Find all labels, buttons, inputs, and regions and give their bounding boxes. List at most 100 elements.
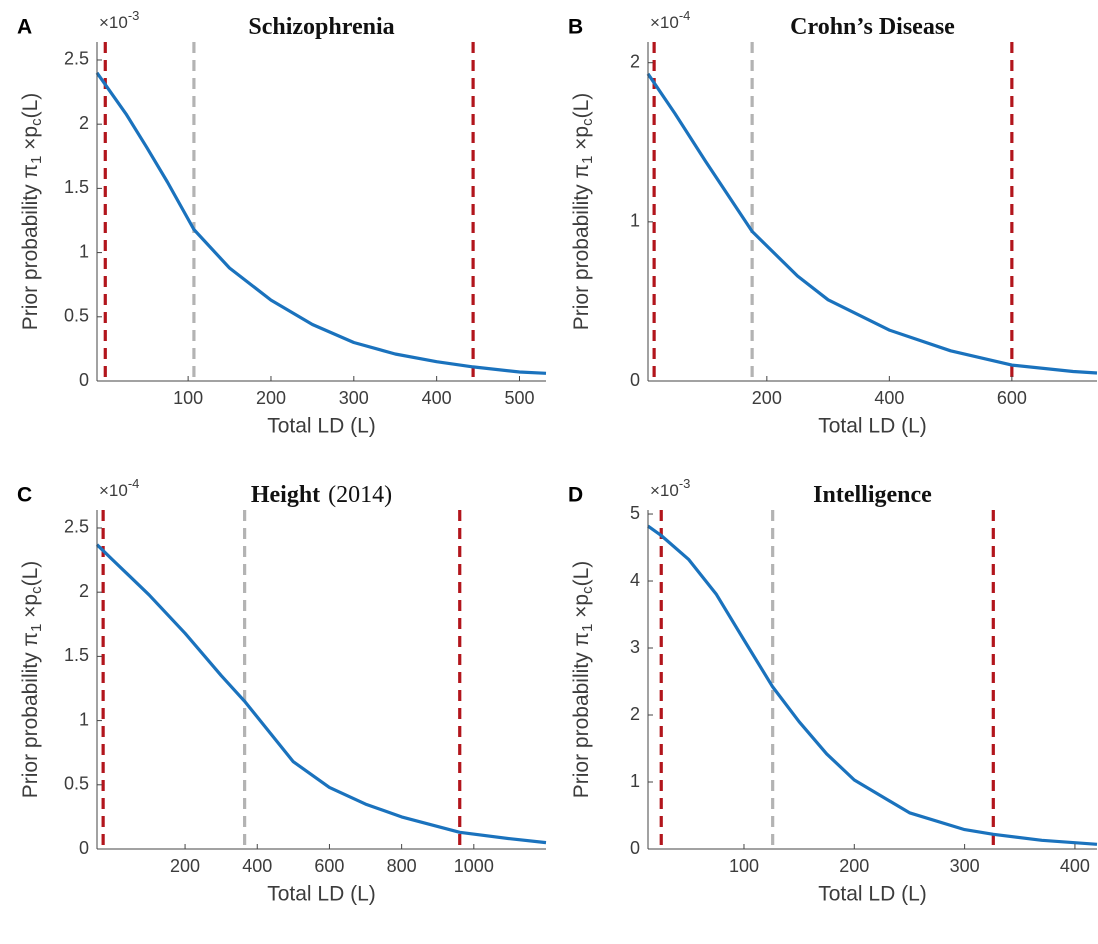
y-label-part: Prior probability π	[570, 632, 593, 798]
y-tick-label: 3	[630, 637, 640, 657]
y-label-subscript: c	[28, 586, 45, 594]
y-axis-label: Prior probability π1 ×pc(L)	[19, 93, 45, 331]
y-tick-label: 0	[630, 370, 640, 390]
y-tick-label: 1	[630, 211, 640, 231]
y-label-subscript: c	[579, 586, 596, 594]
y-tick-label: 0	[79, 370, 89, 390]
x-tick-label: 200	[170, 856, 200, 876]
y-label-subscript: 1	[579, 156, 596, 164]
panel-label: A	[17, 16, 32, 39]
y-tick-label: 0	[79, 838, 89, 858]
x-tick-label: 300	[339, 388, 369, 408]
x-tick-label: 1000	[454, 856, 494, 876]
title-main: Schizophrenia	[248, 14, 394, 40]
multiplier-base: ×10	[650, 481, 679, 500]
chart-title: Schizophrenia	[248, 14, 394, 40]
curve	[95, 543, 547, 845]
multiplier-base: ×10	[650, 13, 679, 32]
axis-multiplier: ×10-3	[99, 8, 139, 32]
curve	[647, 524, 1098, 846]
subtitle: (2014)	[328, 482, 392, 508]
y-tick-label: 5	[630, 503, 640, 523]
multiplier-exponent: -4	[679, 8, 691, 23]
y-tick-label: 2	[79, 113, 89, 133]
title-main: Crohn’s Disease	[790, 14, 955, 40]
title-main: Height	[251, 482, 320, 508]
y-axis-label: Prior probability π1 ×pc(L)	[570, 93, 596, 331]
y-label-part: Prior probability π	[19, 164, 42, 330]
y-label-subscript: c	[579, 118, 596, 126]
y-label-part: ×p	[570, 594, 593, 624]
x-axis-label: Total LD (L)	[267, 415, 376, 438]
panel-label: C	[17, 484, 32, 507]
y-label-part: ×p	[570, 126, 593, 156]
y-axis-label: Prior probability π1 ×pc(L)	[570, 561, 596, 799]
multiplier-exponent: -4	[128, 476, 140, 491]
x-tick-label: 400	[242, 856, 272, 876]
y-tick-label: 1	[79, 709, 89, 729]
x-tick-label: 800	[387, 856, 417, 876]
multiplier-base: ×10	[99, 13, 128, 32]
multiplier-exponent: -3	[679, 476, 691, 491]
y-label-part: (L)	[570, 93, 593, 119]
y-tick-label: 0.5	[64, 774, 89, 794]
x-tick-label: 500	[504, 388, 534, 408]
x-tick-label: 400	[422, 388, 452, 408]
chart-title: Intelligence	[813, 482, 932, 508]
y-label-part: ×p	[19, 126, 42, 156]
x-tick-label: 200	[256, 388, 286, 408]
y-tick-label: 4	[630, 570, 640, 590]
x-tick-label: 600	[314, 856, 344, 876]
y-tick-label: 2.5	[64, 517, 89, 537]
y-tick-label: 2	[630, 704, 640, 724]
y-axis-label: Prior probability π1 ×pc(L)	[19, 561, 45, 799]
x-tick-label: 400	[874, 388, 904, 408]
axis-multiplier: ×10-3	[650, 476, 690, 500]
x-tick-label: 400	[1060, 856, 1090, 876]
axis-multiplier: ×10-4	[650, 8, 690, 32]
chart-title: Height (2014)	[251, 482, 392, 508]
panel-label: B	[568, 16, 583, 39]
y-label-part: (L)	[19, 93, 42, 119]
y-tick-label: 2	[630, 51, 640, 71]
y-label-part: Prior probability π	[570, 164, 593, 330]
axis-multiplier: ×10-4	[99, 476, 139, 500]
y-label-subscript: 1	[579, 624, 596, 632]
x-tick-label: 200	[752, 388, 782, 408]
curve	[95, 71, 547, 375]
panel: 0 0.5 1 1.5 2 2.5 100 200 300 400 500 A ×10-3 Schizop…	[17, 8, 547, 438]
y-label-part: (L)	[19, 561, 42, 587]
chart-title: Crohn’s Disease	[790, 14, 955, 40]
multiplier-exponent: -3	[128, 8, 140, 23]
y-label-part: ×p	[19, 594, 42, 624]
y-tick-label: 2.5	[64, 49, 89, 69]
y-tick-label: 0.5	[64, 306, 89, 326]
panel: 0 1 2 3 4 5 100 200 300 400 D ×10-3 Intelligence Tota…	[568, 476, 1098, 906]
y-label-subscript: 1	[28, 156, 45, 164]
y-tick-label: 1	[630, 771, 640, 791]
curve	[646, 72, 1098, 375]
panel: 0 1 2 200 400 600 B ×10-4 Crohn’s Disease Total L…	[568, 8, 1098, 438]
x-axis-label: Total LD (L)	[818, 883, 927, 906]
y-tick-label: 1.5	[64, 645, 89, 665]
x-axis-label: Total LD (L)	[818, 415, 927, 438]
y-tick-label: 2	[79, 581, 89, 601]
x-tick-label: 100	[729, 856, 759, 876]
y-label-part: Prior probability π	[19, 632, 42, 798]
y-tick-label: 1	[79, 241, 89, 261]
y-label-subscript: 1	[28, 624, 45, 632]
y-tick-label: 1.5	[64, 177, 89, 197]
x-tick-label: 600	[997, 388, 1027, 408]
x-tick-label: 100	[173, 388, 203, 408]
x-axis-label: Total LD (L)	[267, 883, 376, 906]
y-label-subscript: c	[28, 118, 45, 126]
x-tick-label: 200	[839, 856, 869, 876]
title-main: Intelligence	[813, 482, 932, 508]
multiplier-base: ×10	[99, 481, 128, 500]
panel: 0 0.5 1 1.5 2 2.5 200 400 600 800 1000 C ×10-4 Height…	[17, 476, 547, 906]
y-tick-label: 0	[630, 838, 640, 858]
panel-label: D	[568, 484, 583, 507]
y-label-part: (L)	[570, 561, 593, 587]
x-tick-label: 300	[950, 856, 980, 876]
